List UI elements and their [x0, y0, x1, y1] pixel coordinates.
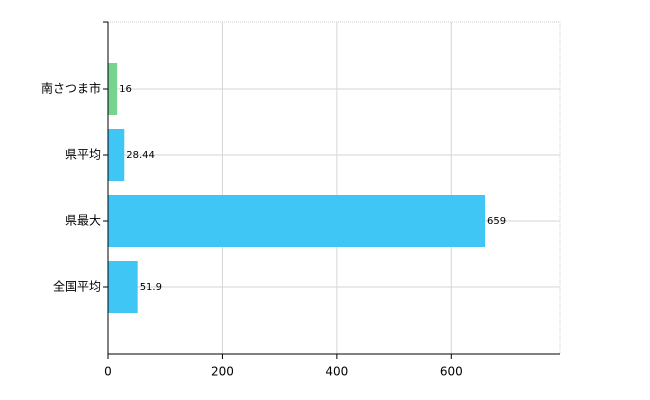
y-tick-label: 南さつま市 — [41, 81, 101, 96]
bar — [108, 261, 138, 313]
x-tick-label: 400 — [325, 365, 348, 379]
value-label: 51.9 — [140, 282, 162, 293]
y-tick-label: 県平均 — [65, 148, 101, 162]
y-tick-label: 県最大 — [65, 214, 101, 228]
bar — [108, 129, 125, 181]
value-label: 28.44 — [126, 150, 155, 161]
bar — [108, 63, 118, 115]
value-label: 16 — [119, 84, 132, 95]
x-tick-label: 600 — [440, 365, 463, 379]
x-tick-label: 0 — [104, 365, 112, 379]
bar — [108, 195, 486, 247]
value-label: 659 — [487, 216, 506, 227]
y-tick-label: 全国平均 — [53, 279, 101, 294]
x-tick-label: 200 — [211, 365, 234, 379]
